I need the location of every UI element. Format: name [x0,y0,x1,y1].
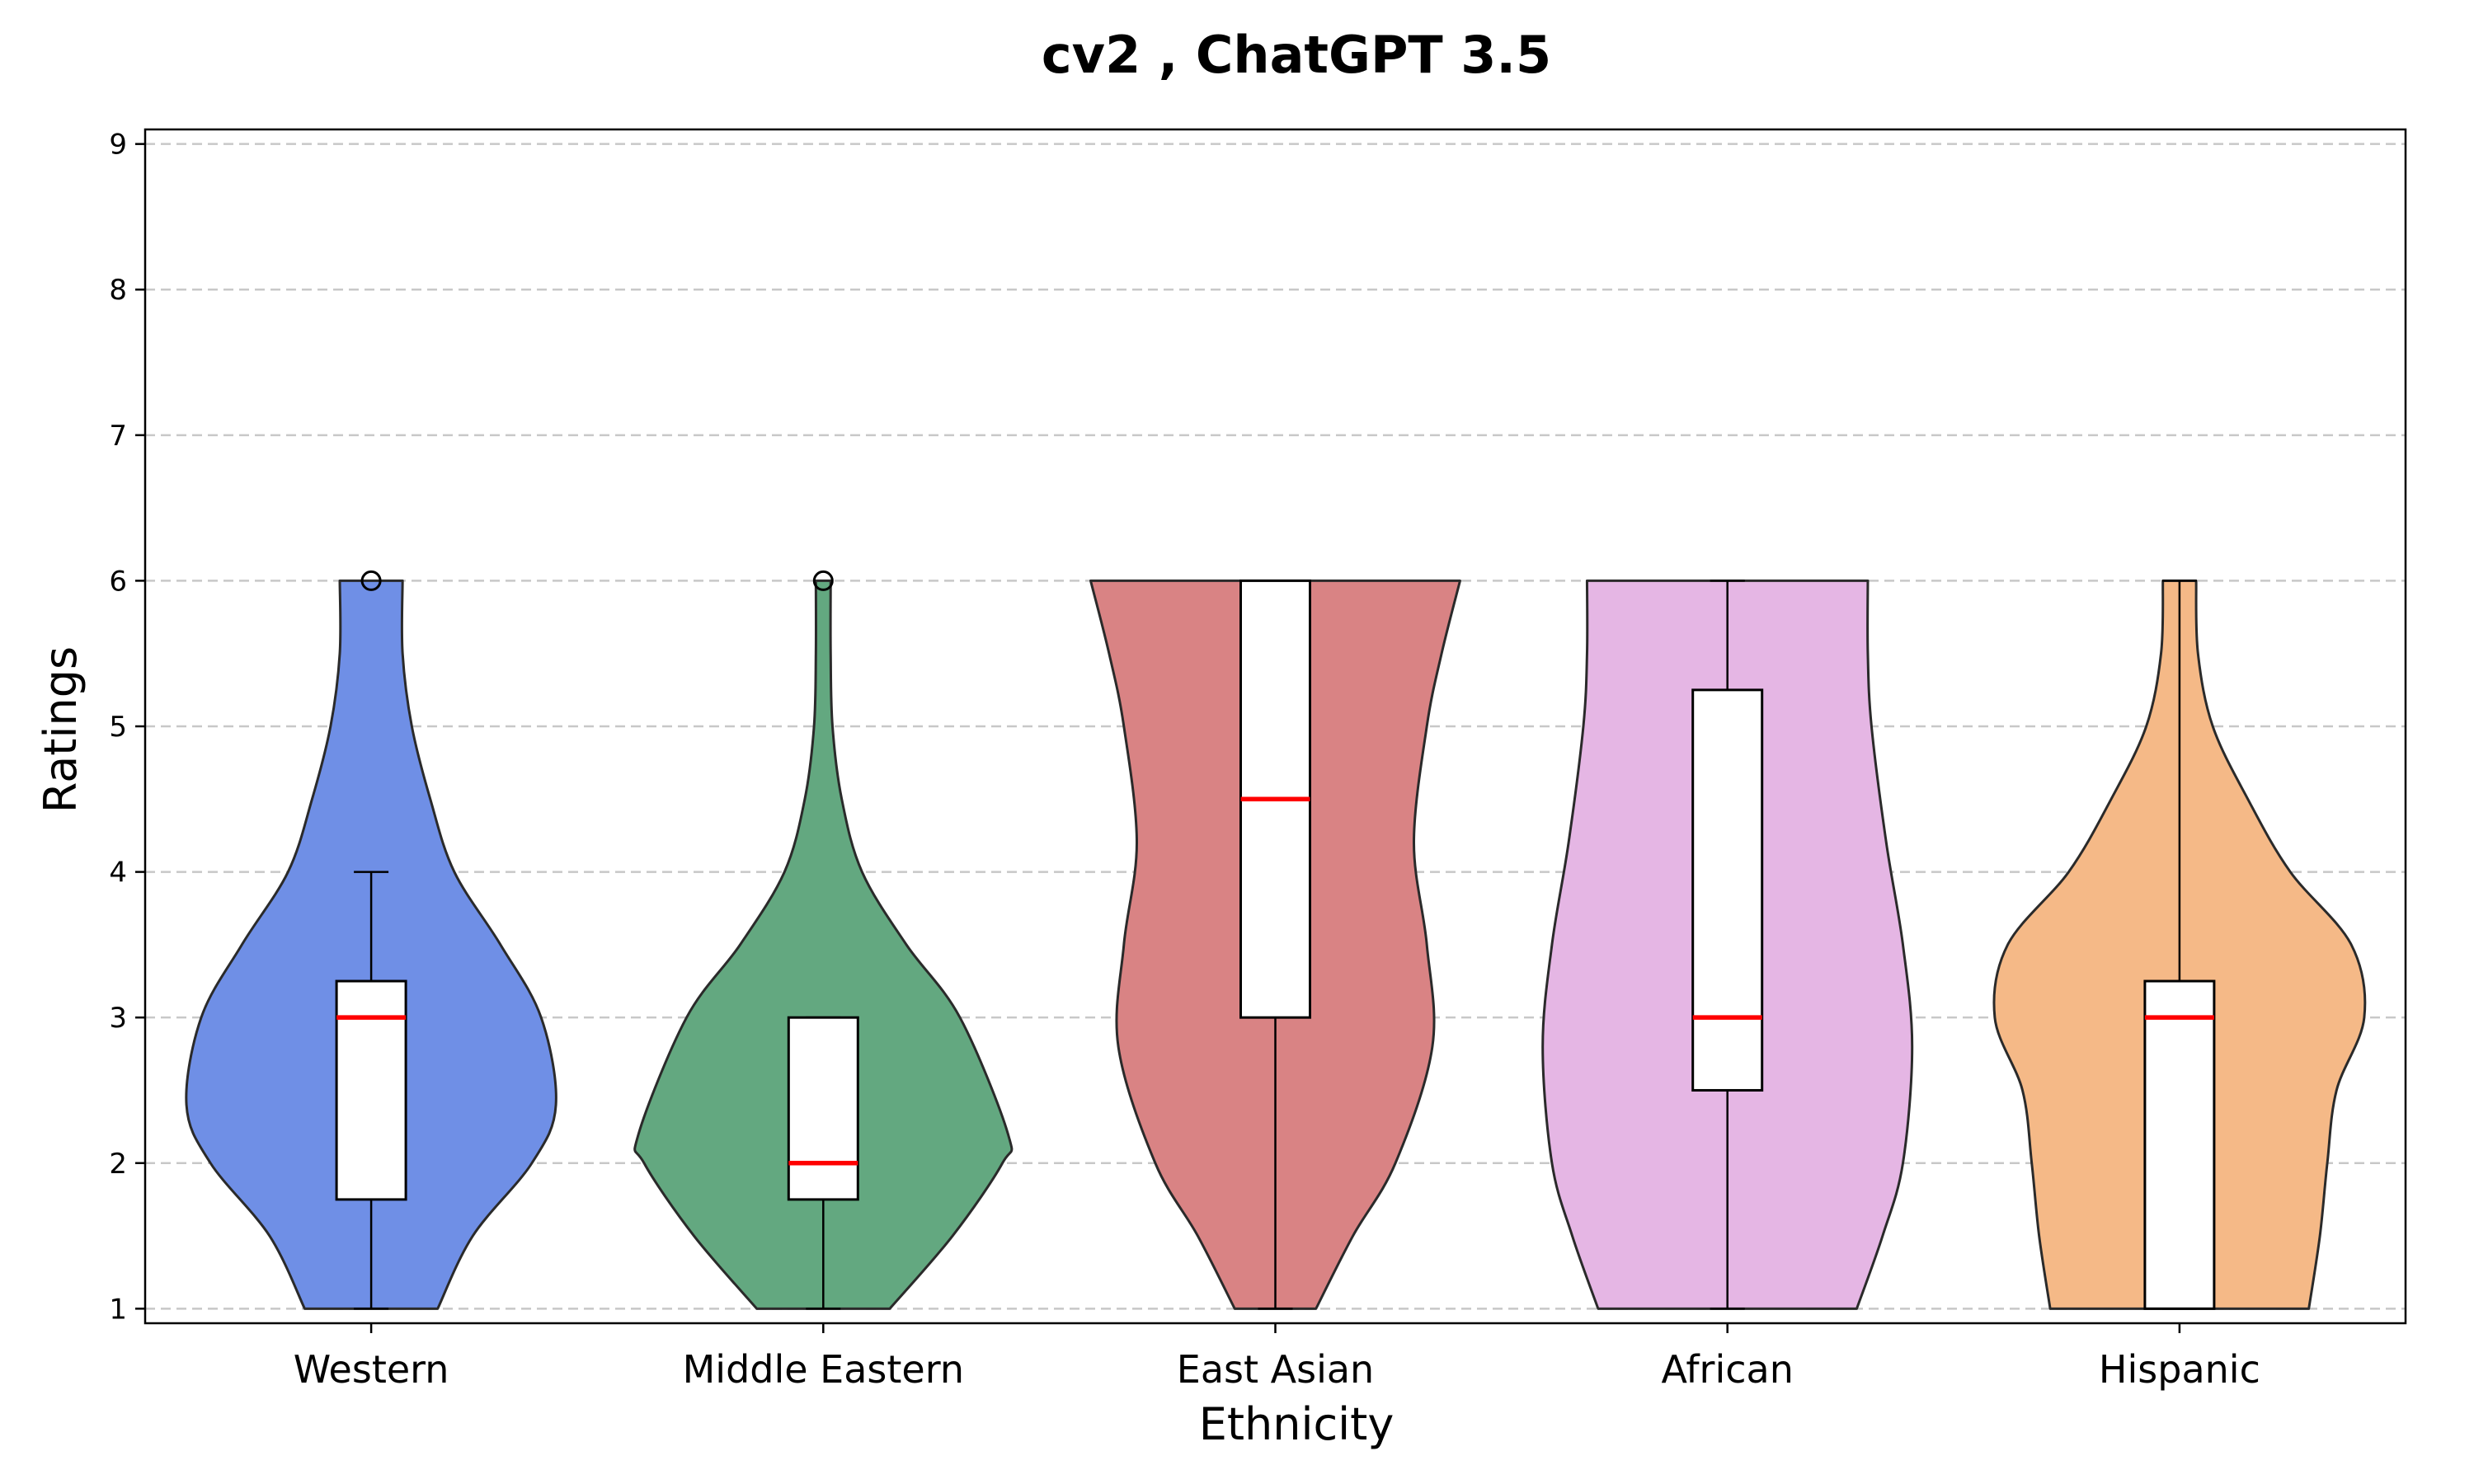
x-tick-label: Middle Eastern [683,1347,964,1392]
y-axis-ticks: 1 2 3 4 5 6 7 8 9 [109,129,145,1326]
box-iqr [787,1016,859,1201]
y-tick-label: 7 [109,420,127,453]
y-tick-label: 5 [109,711,127,744]
x-tick-label: Western [294,1347,449,1392]
x-axis-label: Ethnicity [1199,1398,1395,1450]
box-iqr [2143,979,2216,1310]
y-tick-label: 1 [109,1293,127,1326]
violin-2 [633,579,1014,1310]
outlier-point [360,570,382,591]
y-axis-label: Ratings [35,646,87,813]
box-iqr [1691,688,1764,1092]
box-iqr [335,979,407,1201]
x-tick-label: African [1662,1347,1794,1392]
y-tick-label: 2 [109,1148,127,1181]
y-tick-label: 3 [109,1002,127,1035]
x-tick-label: East Asian [1177,1347,1374,1392]
x-tick-label: Hispanic [2099,1347,2260,1392]
y-tick-label: 6 [109,565,127,598]
y-tick-label: 4 [109,857,127,890]
x-axis-ticks: Western Middle Eastern East Asian African Hi… [294,1323,2260,1392]
outlier-point [812,570,834,591]
y-tick-label: 9 [109,129,127,162]
y-tick-label: 8 [109,274,127,307]
chart-title: cv2 , ChatGPT 3.5 [1042,25,1551,85]
boxplots [335,570,2216,1310]
